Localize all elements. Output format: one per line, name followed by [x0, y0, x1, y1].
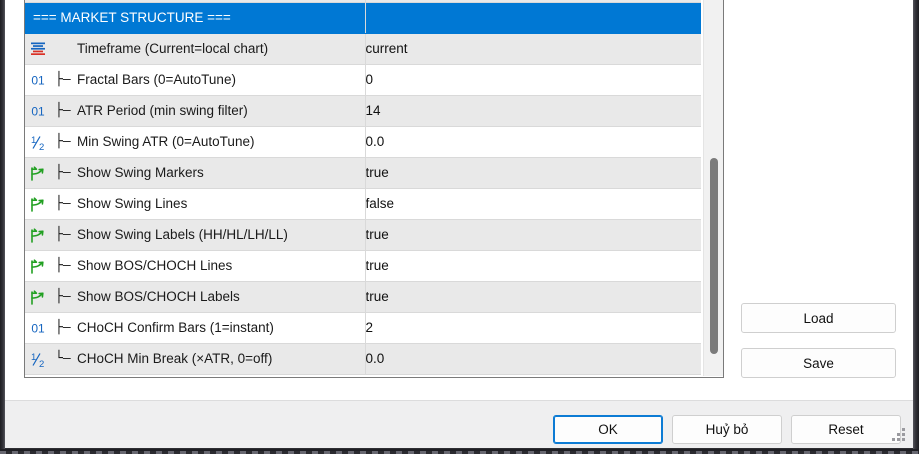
parameter-value-cell[interactable]: 14 [365, 95, 701, 127]
parameter-value-cell[interactable]: true [365, 250, 701, 282]
parameter-name-cell: 01 ├— CHoCH Confirm Bars (1=instant) [25, 312, 366, 344]
tree-branch-connector: └— [55, 351, 71, 366]
parameter-name-cell: 01 ├— Fractal Bars (0=AutoTune) [25, 64, 366, 96]
parameter-name-cell: 1 2 ├— Min Swing ATR (0=AutoTune) [25, 126, 366, 158]
dialog-content-area: Event Lookback (bars after BOS/CHoCH 10 … [5, 0, 913, 400]
svg-text:01: 01 [31, 322, 45, 336]
tree-branch-connector: ├— [55, 289, 71, 304]
parameter-name-cell: ├— Show BOS/CHOCH Lines [25, 250, 366, 282]
parameter-value-cell[interactable]: true [365, 157, 701, 189]
parameter-name-cell: ├— Show Swing Labels (HH/HL/LH/LL) [25, 219, 366, 251]
window-left-edge [0, 0, 5, 454]
scrollbar-thumb[interactable] [710, 158, 718, 354]
section-header-row[interactable]: === MARKET STRUCTURE === [25, 3, 701, 34]
parameter-label: Show BOS/CHOCH Lines [77, 258, 233, 273]
boolean-icon [25, 287, 51, 307]
parameter-row[interactable]: ├— Show BOS/CHOCH Lines true [25, 250, 701, 282]
svg-text:01: 01 [31, 105, 45, 119]
parameter-label: Timeframe (Current=local chart) [77, 41, 269, 56]
parameter-value-cell[interactable]: false [365, 188, 701, 220]
boolean-icon [25, 225, 51, 245]
dialog-footer: OK Huỷ bỏ Reset [5, 400, 913, 448]
parameter-value-cell[interactable]: 0.0 [365, 126, 701, 158]
svg-text:1: 1 [31, 352, 36, 363]
parameter-row[interactable]: ├— Show Swing Lines false [25, 188, 701, 220]
ok-button[interactable]: OK [553, 415, 663, 444]
tree-branch-connector: ├— [55, 320, 71, 335]
parameters-list-panel: Event Lookback (bars after BOS/CHoCH 10 … [24, 0, 724, 378]
parameter-name-cell: 01 ├— ATR Period (min swing filter) [25, 95, 366, 127]
save-button[interactable]: Save [741, 348, 896, 378]
parameter-row[interactable]: 01 ├— Fractal Bars (0=AutoTune) 0 [25, 64, 701, 96]
svg-text:2: 2 [39, 142, 44, 151]
cancel-button[interactable]: Huỷ bỏ [672, 415, 782, 444]
parameter-label: Min Swing ATR (0=AutoTune) [77, 134, 255, 149]
boolean-icon [25, 163, 51, 183]
parameter-value-cell[interactable]: true [365, 219, 701, 251]
parameter-label: Show BOS/CHOCH Labels [77, 289, 240, 304]
svg-text:01: 01 [31, 74, 45, 88]
properties-dialog: Event Lookback (bars after BOS/CHoCH 10 … [5, 0, 913, 448]
parameter-rows-container: === MARKET STRUCTURE === Timeframe (Curr… [25, 3, 701, 375]
parameter-label: ATR Period (min swing filter) [77, 103, 248, 118]
parameter-row[interactable]: 1 2 ├— Min Swing ATR (0=AutoTune) 0.0 [25, 126, 701, 158]
parameters-scrollbar[interactable] [703, 0, 723, 376]
parameter-label: Show Swing Markers [77, 165, 204, 180]
tree-branch-connector: ├— [55, 134, 71, 149]
parameter-row[interactable]: ├— Show BOS/CHOCH Labels true [25, 281, 701, 313]
tree-branch-connector: ├— [55, 103, 71, 118]
integer-icon: 01 [25, 318, 51, 338]
parameter-name-cell: Timeframe (Current=local chart) [25, 33, 366, 65]
load-button[interactable]: Load [741, 303, 896, 333]
parameter-row[interactable]: ├— Show Swing Labels (HH/HL/LH/LL) true [25, 219, 701, 251]
boolean-icon [25, 194, 51, 214]
parameter-value-cell[interactable]: 0.0 [365, 343, 701, 375]
resize-grip-icon[interactable] [892, 428, 905, 441]
parameter-row[interactable]: 01 ├— CHoCH Confirm Bars (1=instant) 2 [25, 312, 701, 344]
window-bottom-dashed-strip [0, 451, 919, 454]
parameter-value-cell[interactable]: 0 [365, 64, 701, 96]
parameter-value-cell[interactable]: true [365, 281, 701, 313]
tree-branch-connector: ├— [55, 227, 71, 242]
integer-icon: 01 [25, 101, 51, 121]
parameter-label: CHoCH Min Break (×ATR, 0=off) [77, 351, 273, 366]
parameter-name-cell: ├— Show BOS/CHOCH Labels [25, 281, 366, 313]
timeframe-icon [25, 39, 51, 59]
parameter-row[interactable]: 01 ├— ATR Period (min swing filter) 14 [25, 95, 701, 127]
parameters-table: === MARKET STRUCTURE === Timeframe (Curr… [25, 3, 701, 375]
tree-branch-connector: ├— [55, 258, 71, 273]
parameters-scroll-viewport[interactable]: Event Lookback (bars after BOS/CHoCH 10 … [25, 0, 723, 376]
svg-text:2: 2 [39, 359, 44, 368]
window-right-edge [913, 0, 919, 454]
parameter-name-cell: 1 2 └— CHoCH Min Break (×ATR, 0=off) [25, 343, 366, 375]
tree-branch-connector: ├— [55, 196, 71, 211]
svg-text:1: 1 [31, 135, 36, 146]
parameter-name-cell: ├— Show Swing Lines [25, 188, 366, 220]
section-header-label: === MARKET STRUCTURE === [25, 3, 366, 34]
parameter-label: Fractal Bars (0=AutoTune) [77, 72, 236, 87]
clipped-row-divider [365, 0, 366, 2]
parameter-row[interactable]: ├— Show Swing Markers true [25, 157, 701, 189]
integer-icon: 01 [25, 70, 51, 90]
clipped-top-row[interactable]: Event Lookback (bars after BOS/CHoCH 10 [25, 0, 701, 3]
parameter-label: Show Swing Labels (HH/HL/LH/LL) [77, 227, 288, 242]
parameter-name-cell: ├— Show Swing Markers [25, 157, 366, 189]
parameter-row[interactable]: 1 2 └— CHoCH Min Break (×ATR, 0=off) 0.0 [25, 343, 701, 375]
boolean-icon [25, 256, 51, 276]
parameter-value-cell[interactable]: current [365, 33, 701, 65]
parameter-label: Show Swing Lines [77, 196, 188, 211]
parameter-value-cell[interactable]: 2 [365, 312, 701, 344]
tree-branch-connector: ├— [55, 165, 71, 180]
reset-button[interactable]: Reset [791, 415, 901, 444]
section-header-value [365, 3, 701, 34]
parameter-label: CHoCH Confirm Bars (1=instant) [77, 320, 274, 335]
parameter-row[interactable]: Timeframe (Current=local chart) current [25, 33, 701, 65]
tree-branch-connector: ├— [55, 72, 71, 87]
